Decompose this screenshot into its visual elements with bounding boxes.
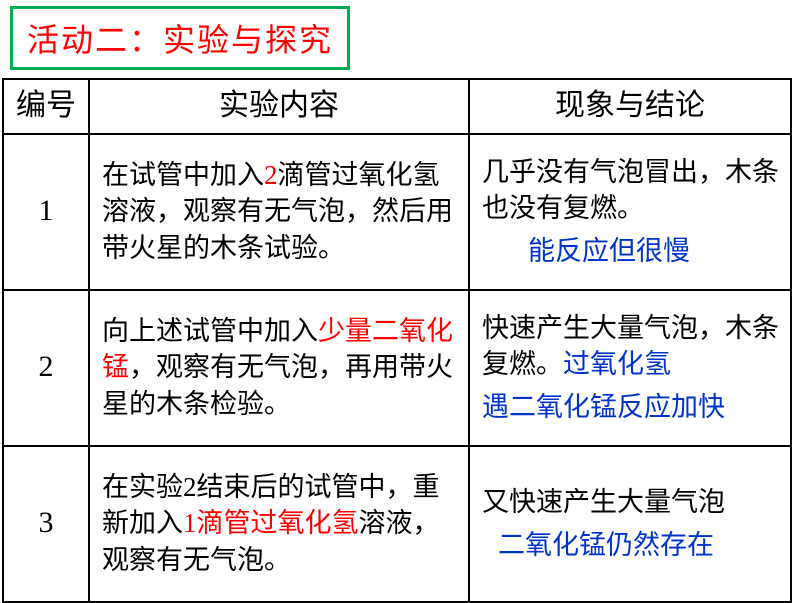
row-result: 快速产生大量气泡，木条复燃。过氧化氢 遇二氧化锰反应加快 bbox=[469, 290, 791, 446]
table-row: 3 在实验2结束后的试管中，重新加入1滴管过氧化氢溶液，观察有无气泡。 又快速产… bbox=[3, 446, 791, 602]
row-num: 3 bbox=[3, 446, 89, 602]
row-content: 向上述试管中加入少量二氧化锰，观察有无气泡，再用带火星的木条检验。 bbox=[89, 290, 469, 446]
row-result: 几乎没有气泡冒出，木条也没有复燃。 能反应但很慢 bbox=[469, 134, 791, 290]
highlight-red: 2 bbox=[264, 160, 278, 190]
experiment-table: 编号 实验内容 现象与结论 1 在试管中加入2滴管过氧化氢溶液，观察有无气泡，然… bbox=[2, 78, 792, 603]
highlight-blue: 过氧化氢 bbox=[563, 349, 671, 379]
activity-title-box: 活动二：实验与探究 bbox=[10, 6, 350, 70]
activity-title: 活动二：实验与探究 bbox=[27, 22, 333, 58]
row-content: 在试管中加入2滴管过氧化氢溶液，观察有无气泡，然后用带火星的木条试验。 bbox=[89, 134, 469, 290]
table-header-row: 编号 实验内容 现象与结论 bbox=[3, 79, 791, 134]
table-row: 1 在试管中加入2滴管过氧化氢溶液，观察有无气泡，然后用带火星的木条试验。 几乎… bbox=[3, 134, 791, 290]
row-num: 2 bbox=[3, 290, 89, 446]
text: 几乎没有气泡冒出，木条也没有复燃。 bbox=[482, 157, 779, 223]
header-result: 现象与结论 bbox=[469, 79, 791, 134]
highlight-blue: 二氧化锰仍然存在 bbox=[482, 527, 780, 563]
text: 在试管中加入 bbox=[102, 160, 264, 190]
row-result: 又快速产生大量气泡 二氧化锰仍然存在 bbox=[469, 446, 791, 602]
row-content: 在实验2结束后的试管中，重新加入1滴管过氧化氢溶液，观察有无气泡。 bbox=[89, 446, 469, 602]
highlight-blue: 遇二氧化锰反应加快 bbox=[482, 389, 780, 425]
header-content: 实验内容 bbox=[89, 79, 469, 134]
text: ，观察有无气泡，再用带火星的木条检验。 bbox=[102, 352, 453, 418]
row-num: 1 bbox=[3, 134, 89, 290]
highlight-blue: 能反应但很慢 bbox=[482, 233, 780, 269]
text: 向上述试管中加入 bbox=[102, 316, 318, 346]
text: 又快速产生大量气泡 bbox=[482, 487, 725, 517]
table-row: 2 向上述试管中加入少量二氧化锰，观察有无气泡，再用带火星的木条检验。 快速产生… bbox=[3, 290, 791, 446]
highlight-red: 1滴管过氧化氢 bbox=[183, 508, 359, 538]
header-num: 编号 bbox=[3, 79, 89, 134]
